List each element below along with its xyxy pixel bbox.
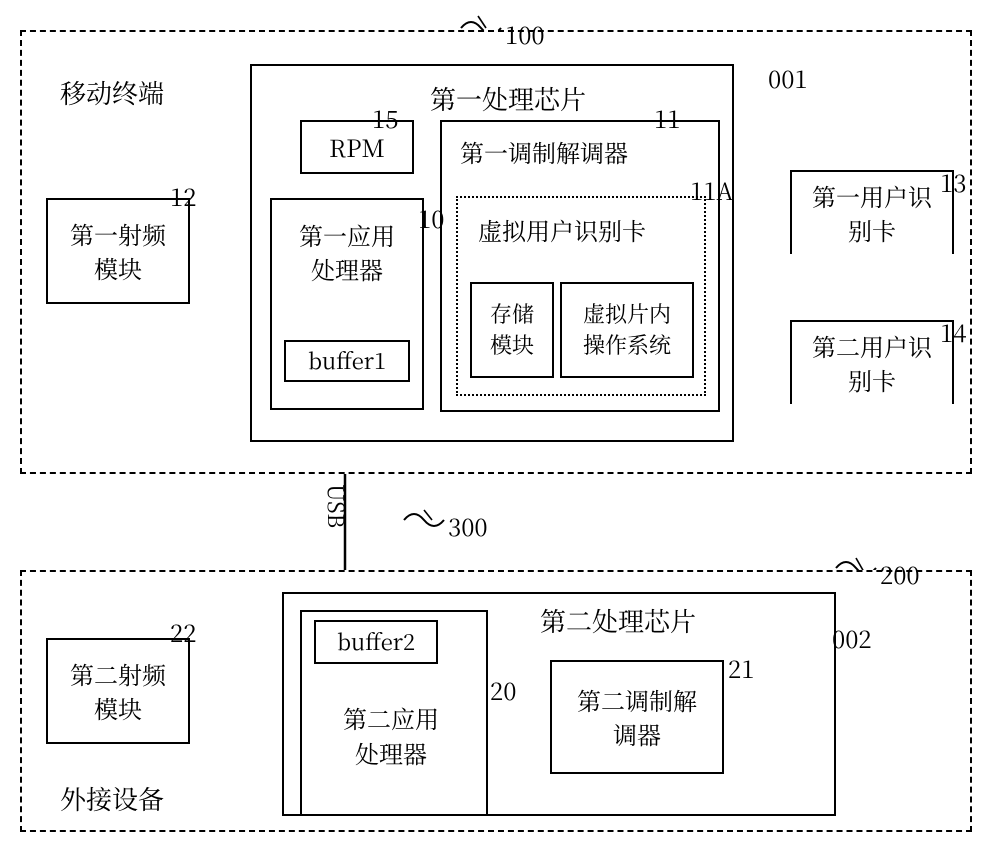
buffer2-block: buffer2 <box>314 620 438 664</box>
refnum-002: 002 <box>832 620 872 655</box>
refnum-300: 300 <box>448 508 488 543</box>
rf2-block: 第二射频 模块 <box>46 638 190 744</box>
refnum-13: 13 <box>940 164 966 199</box>
refnum-001: 001 <box>768 60 808 95</box>
modem1-title: 第一调制解调器 <box>460 134 628 169</box>
ap1-label: 第一应用 处理器 <box>299 218 395 285</box>
refnum-15: 15 <box>372 100 398 135</box>
refnum-200: 200 <box>880 556 920 591</box>
refnum-20: 20 <box>490 672 516 707</box>
rf1-block: 第一射频 模块 <box>46 198 190 304</box>
chip1-title: 第一处理芯片 <box>430 80 586 117</box>
modem2-block: 第二调制解 调器 <box>550 660 724 774</box>
refnum-10: 10 <box>418 200 444 235</box>
refnum-100: 100 <box>505 16 545 51</box>
chip2-title: 第二处理芯片 <box>540 602 696 639</box>
usb-label: USB <box>321 484 352 528</box>
buffer1-block: buffer1 <box>284 340 410 382</box>
refnum-21: 21 <box>728 650 754 685</box>
refnum-11: 11 <box>654 100 680 135</box>
storage-block: 存储 模块 <box>470 282 554 378</box>
refnum-22: 22 <box>170 614 196 649</box>
virtual-card-title: 虚拟用户识别卡 <box>478 212 646 247</box>
sim2-block: 第二用户识 别卡 <box>790 320 954 404</box>
sim1-block: 第一用户识 别卡 <box>790 170 954 254</box>
vcos-block: 虚拟片内 操作系统 <box>560 282 694 378</box>
refnum-12: 12 <box>170 178 196 213</box>
ap2-label: 第二应用 处理器 <box>316 700 466 770</box>
refnum-11A: 11A <box>690 172 734 207</box>
mobile-terminal-label: 移动终端 <box>60 74 164 111</box>
ext-device-label: 外接设备 <box>60 780 164 817</box>
refnum-14: 14 <box>940 314 966 349</box>
